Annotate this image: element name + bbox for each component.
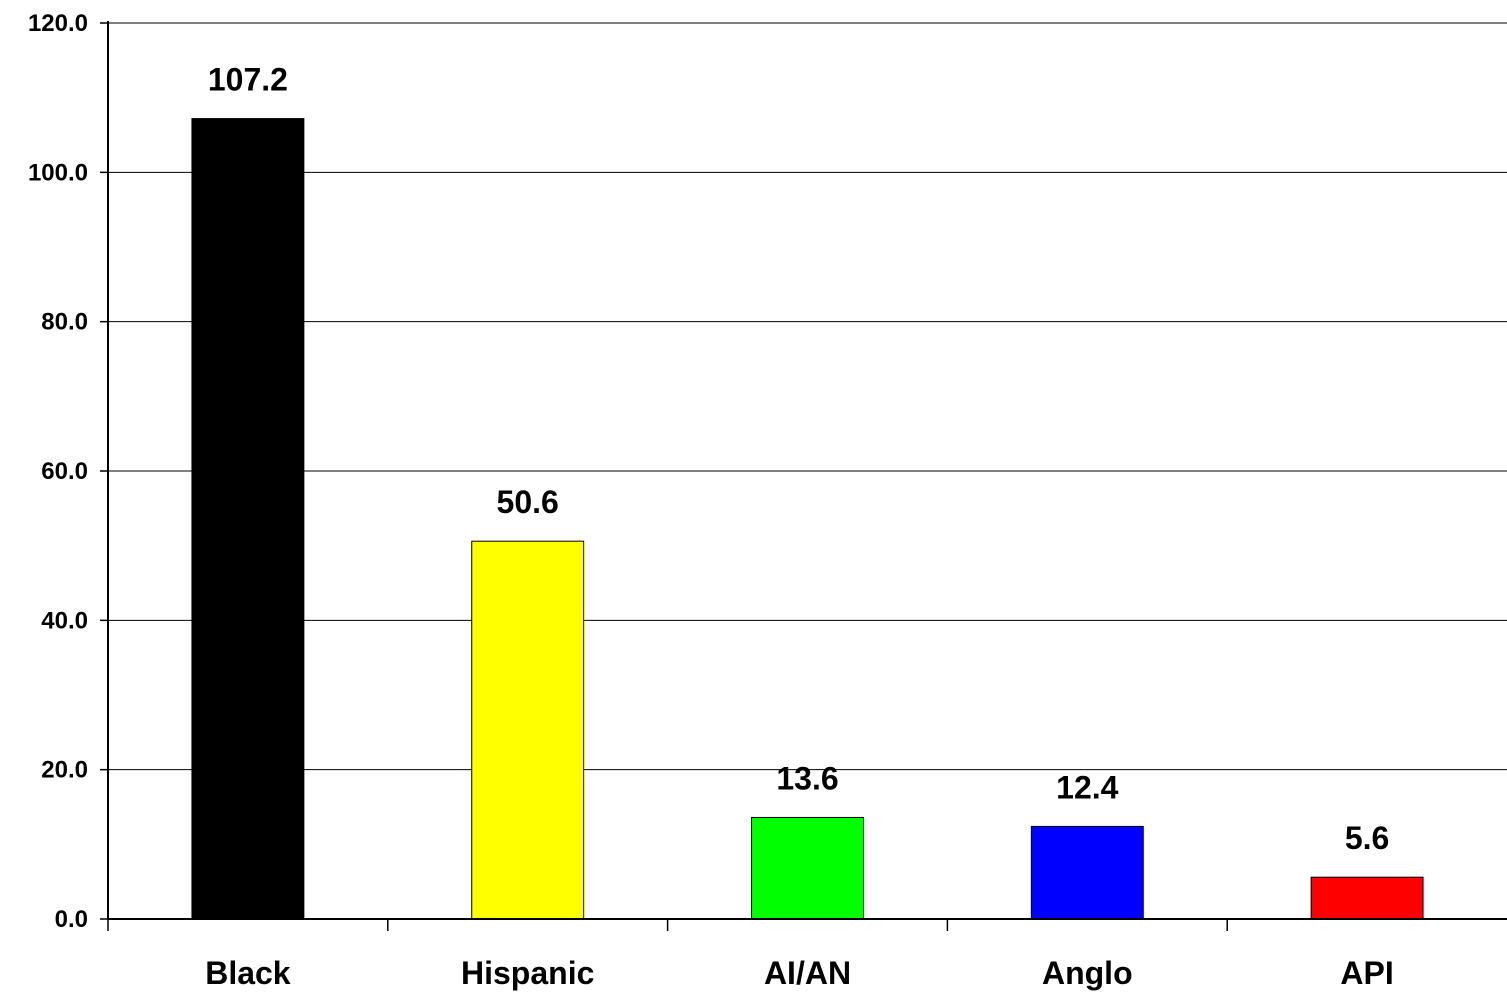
x-tick-label: AI/AN [764,955,851,991]
y-tick-label: 0.0 [55,906,88,933]
data-label: 50.6 [497,484,559,520]
x-tick-label: Anglo [1042,955,1133,991]
bar-api [1310,876,1424,920]
x-tick-label: Black [205,955,291,991]
bars [191,118,1424,920]
x-tick-label: Hispanic [461,955,594,991]
y-tick-label: 100.0 [28,159,88,186]
data-label: 5.6 [1345,820,1389,856]
bar-black [191,118,305,920]
labels: 0.0 20.0 40.0 60.0 80.0 100.0 120.0 107.2 Black 5… [28,10,1394,991]
bar-ai-an [751,816,864,920]
data-label: 12.4 [1056,769,1118,805]
bar-anglo [1030,825,1144,920]
y-tick-label: 80.0 [41,309,88,336]
y-tick-label: 60.0 [41,458,88,485]
gridlines [108,22,1507,771]
data-label: 107.2 [208,62,288,98]
data-label: 13.6 [776,760,838,796]
bar-hispanic [471,540,585,920]
axes [100,21,1507,931]
y-tick-label: 40.0 [41,607,88,634]
x-tick-label: API [1340,955,1393,991]
y-tick-label: 120.0 [28,10,88,37]
y-tick-label: 20.0 [41,757,88,784]
